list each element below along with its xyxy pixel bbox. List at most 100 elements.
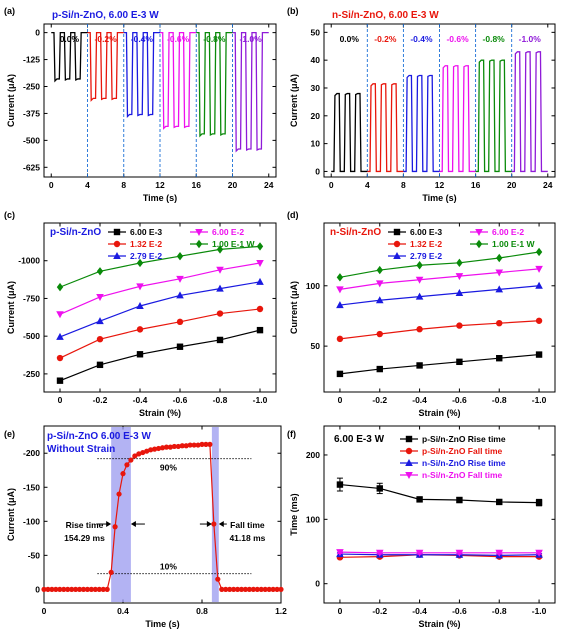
data-point [270,586,276,592]
x-tick-label: -0.8 [213,395,228,405]
strain-label: -0.8% [203,34,226,44]
shaded-region [211,427,219,602]
data-point [163,444,170,450]
rise-arrowhead [106,521,112,528]
x-tick-label: 4 [365,180,370,190]
x-tick-label: -0.2 [93,395,108,405]
data-point [266,586,272,592]
data-point [495,269,504,277]
data-point [535,549,543,557]
y-tick-label: -250 [23,369,40,379]
y-tick-label: 30 [311,83,321,93]
panel-title: p-Si/n-ZnO 6.00 E-3 W [47,431,151,442]
data-point [496,498,503,506]
x-tick-label: 8 [401,180,406,190]
strain-label: 0.0% [60,34,80,44]
data-point [211,521,217,527]
data-point [456,322,463,329]
fall-arrowhead [218,521,224,528]
data-point [56,354,64,362]
data-point [41,586,47,592]
legend-label: 1.32 E-2 [410,239,442,249]
data-point [183,443,189,449]
panel-a: (a) 0 4 8 12 16 20 24 0 -125 -250 -375 -500 -625 Time … [4,6,277,203]
data-point [136,283,144,291]
shaded-region [111,427,131,602]
strain-label: -0.8% [483,34,506,44]
data-point [112,524,118,530]
data-point [278,586,284,592]
data-point [136,451,142,457]
rise-arrowhead [130,521,136,528]
data-point [195,442,201,448]
data-point [227,586,233,592]
data-point [495,549,504,557]
pulse-series-4 [196,31,233,138]
series-line-0 [339,483,540,504]
data-point [274,586,280,592]
data-point [96,267,104,276]
x-tick-label: -0.4 [133,395,148,405]
y-tick-label: -250 [23,81,40,91]
y-tick-label: -500 [23,331,40,341]
y-axis-label: Time (ms) [289,493,299,535]
x-tick-label: 1.2 [275,606,287,616]
data-point [256,277,264,285]
panel-f: (f) 0 -0.2 -0.4 -0.6 -0.8 -1.0 0 100 200 Strain (%… [287,425,556,629]
pulse-series-3 [439,65,476,173]
pulse-series-0 [51,31,88,83]
x-tick-label: 0.4 [117,606,129,616]
data-point [456,258,463,268]
x-tick-label: -1.0 [532,395,547,405]
panel-label: (f) [287,429,296,439]
strain-label: -0.2% [374,34,397,44]
legend-label: n-Si/n-ZnO Rise time [422,458,506,468]
data-point [203,441,209,447]
data-point [336,273,344,282]
y-tick-label: 100 [306,514,320,524]
x-tick-label: -0.8 [492,606,507,616]
data-point [250,586,256,592]
data-point [159,445,166,451]
legend-label: 1.00 E-1 W [212,239,255,249]
series-line-3 [59,262,261,315]
data-point [100,586,106,592]
series-line-2 [59,281,261,338]
data-point [223,586,229,592]
data-point [176,318,184,326]
y-axis-label: Current (μA) [289,74,299,127]
strain-label: -0.2% [95,34,118,44]
data-point [216,336,224,344]
data-point [80,586,87,592]
panel-label: (a) [4,6,15,16]
data-point [336,370,344,378]
data-point [49,586,55,592]
data-point [144,448,150,454]
data-point [256,242,264,251]
data-point [415,549,424,557]
strain-label: -0.4% [410,34,433,44]
y-tick-label: -50 [28,550,41,560]
panel-title: 6.00 E-3 W [334,434,385,445]
legend-label: 6.00 E-2 [492,227,524,237]
y-tick-label: 100 [306,281,320,291]
y-tick-label: -125 [23,55,40,65]
y-tick-label: 20 [311,111,321,121]
legend-label: 6.00 E-2 [212,227,244,237]
data-point [96,317,104,325]
data-point [416,496,423,503]
data-point [96,361,104,369]
data-point [242,586,249,592]
y-axis-label: Current (μA) [6,488,16,541]
data-point [108,569,114,575]
data-point [535,247,543,257]
y-tick-label: -100 [23,516,40,526]
pulse-series-0 [331,92,368,173]
data-point [238,586,245,592]
data-point [187,442,193,448]
data-point [336,481,344,488]
legend-label: 6.00 E-3 [410,227,442,237]
data-point [167,444,173,450]
data-point [416,362,423,369]
data-point [216,266,224,274]
